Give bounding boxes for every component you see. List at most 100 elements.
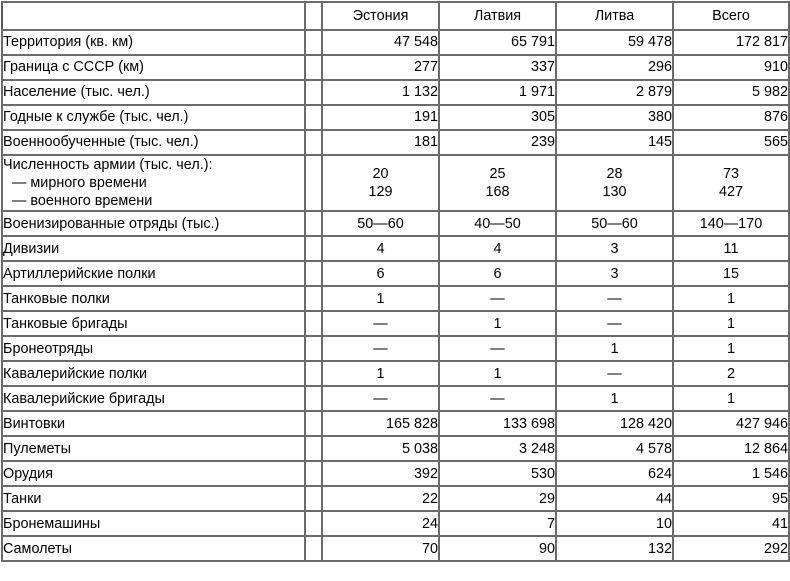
cell-estonia: 4: [321, 235, 440, 263]
cell-total: 11: [672, 235, 790, 263]
cell-lithuania: 624: [555, 460, 674, 488]
cell-latvia: 239: [438, 129, 557, 156]
row-label: Кавалерийские полки: [1, 360, 306, 388]
cell-lithuania: 1: [555, 385, 674, 413]
table-row: Пулеметы 5 038 3 248 4 578 12 864: [1, 435, 790, 463]
row-label: Бронеотряды: [1, 335, 306, 363]
cell-lithuania: 2 879: [555, 79, 674, 106]
cell-lithuania: 128 420: [555, 410, 674, 438]
cell-total: 15: [672, 260, 790, 288]
table-row: Территория (кв. км) 47 548 65 791 59 478 172…: [1, 29, 790, 56]
cell-lithuania: 132: [555, 535, 674, 563]
row-gutter: [304, 153, 323, 213]
table-row: Артиллерийские полки 6 6 3 15: [1, 260, 790, 288]
cell-latvia: 90: [438, 535, 557, 563]
cell-latvia: 305: [438, 104, 557, 131]
row-gutter: [304, 285, 323, 313]
table-row: Кавалерийские бригады — —1 1: [1, 385, 790, 413]
cell-latvia: 337: [438, 54, 557, 81]
cell-estonia: —: [321, 385, 440, 413]
table-row: Самолеты 70 90 132 292: [1, 535, 790, 563]
row-label-main: Численность армии (тыс. чел.):: [3, 157, 213, 173]
table-row: Население (тыс. чел.) 1 132 1 971 2 879 5 98…: [1, 79, 790, 106]
cell-total: 1: [672, 310, 790, 338]
row-label: Танки: [1, 485, 306, 513]
row-label: Винтовки: [1, 410, 306, 438]
row-label: Численность армии (тыс. чел.): — мирного …: [1, 153, 306, 213]
cell-lithuania: —: [555, 310, 674, 338]
row-gutter: [304, 435, 323, 463]
row-label: Граница с СССР (км): [1, 54, 306, 81]
row-label: Население (тыс. чел.): [1, 79, 306, 106]
table-row: Танковые полки 1— —1: [1, 285, 790, 313]
cell-value-wartime: 427: [718, 184, 743, 201]
cell-lithuania: 1: [555, 335, 674, 363]
row-gutter: [304, 129, 323, 156]
cell-lithuania: 3: [555, 235, 674, 263]
row-sublabel: — военного времени: [12, 193, 153, 210]
table-row: Бронемашины 24 7 10 41: [1, 510, 790, 538]
table-row: Кавалерийские полки 1 1—2: [1, 360, 790, 388]
row-gutter: [304, 79, 323, 106]
cell-lithuania: 380: [555, 104, 674, 131]
cell-estonia: —: [321, 335, 440, 363]
cell-latvia: 133 698: [438, 410, 557, 438]
table-row: Танки 22 29 44 95: [1, 485, 790, 513]
cell-latvia: 3 248: [438, 435, 557, 463]
row-gutter: [304, 460, 323, 488]
header-cell-corner: [2, 1, 306, 31]
cell-total: 41: [672, 510, 790, 538]
cell-latvia: 1 971: [438, 79, 557, 106]
row-label: Дивизии: [1, 235, 306, 263]
cell-estonia: 191: [321, 104, 440, 131]
cell-latvia: 29: [438, 485, 557, 513]
cell-value-peacetime: 20: [372, 166, 389, 183]
cell-estonia: 20 129: [321, 153, 440, 213]
row-label: Военизированные отряды (тыс.): [1, 210, 306, 238]
comparative-statistics-table: Эстония Латвия Литва Всего Территория (к…: [1, 1, 790, 563]
cell-latvia: 6: [438, 260, 557, 288]
cell-total: 565: [672, 129, 790, 156]
cell-lithuania: 296: [555, 54, 674, 81]
cell-lithuania: 10: [555, 510, 674, 538]
row-gutter: [304, 210, 323, 238]
cell-total: 910: [672, 54, 790, 81]
row-gutter: [304, 360, 323, 388]
cell-estonia: 181: [321, 129, 440, 156]
cell-estonia: 165 828: [321, 410, 440, 438]
cell-total: 427 946: [672, 410, 790, 438]
cell-lithuania: —: [555, 285, 674, 313]
cell-total: 2: [672, 360, 790, 388]
cell-estonia: 5 038: [321, 435, 440, 463]
row-sublabel: — мирного времени: [12, 175, 147, 192]
cell-estonia: 24: [321, 510, 440, 538]
cell-lithuania: 44: [555, 485, 674, 513]
row-label: Годные к службе (тыс. чел.): [1, 104, 306, 131]
table-row: Винтовки 165 828 133 698 128 420 427 946: [1, 410, 790, 438]
cell-latvia: 1: [438, 310, 557, 338]
cell-estonia: 392: [321, 460, 440, 488]
row-label: Танковые полки: [1, 285, 306, 313]
cell-total: 1 546: [672, 460, 790, 488]
cell-latvia: 25 168: [438, 153, 557, 213]
cell-estonia: 6: [321, 260, 440, 288]
cell-lithuania: 50—60: [555, 210, 674, 238]
cell-lithuania: 3: [555, 260, 674, 288]
cell-latvia: 7: [438, 510, 557, 538]
row-gutter: [304, 310, 323, 338]
cell-value-peacetime: 28: [606, 166, 623, 183]
cell-value-peacetime: 73: [722, 166, 739, 183]
cell-lithuania: —: [555, 360, 674, 388]
row-label: Территория (кв. км): [1, 29, 306, 56]
cell-total: 172 817: [672, 29, 790, 56]
cell-total: 5 982: [672, 79, 790, 106]
cell-estonia: 277: [321, 54, 440, 81]
cell-total: 95: [672, 485, 790, 513]
cell-total: 292: [672, 535, 790, 563]
cell-estonia: 47 548: [321, 29, 440, 56]
cell-estonia: 50—60: [321, 210, 440, 238]
cell-latvia: 1: [438, 360, 557, 388]
table-row: Бронеотряды — —1 1: [1, 335, 790, 363]
header-cell-estonia: Эстония: [321, 1, 440, 31]
header-cell-latvia: Латвия: [438, 1, 557, 31]
